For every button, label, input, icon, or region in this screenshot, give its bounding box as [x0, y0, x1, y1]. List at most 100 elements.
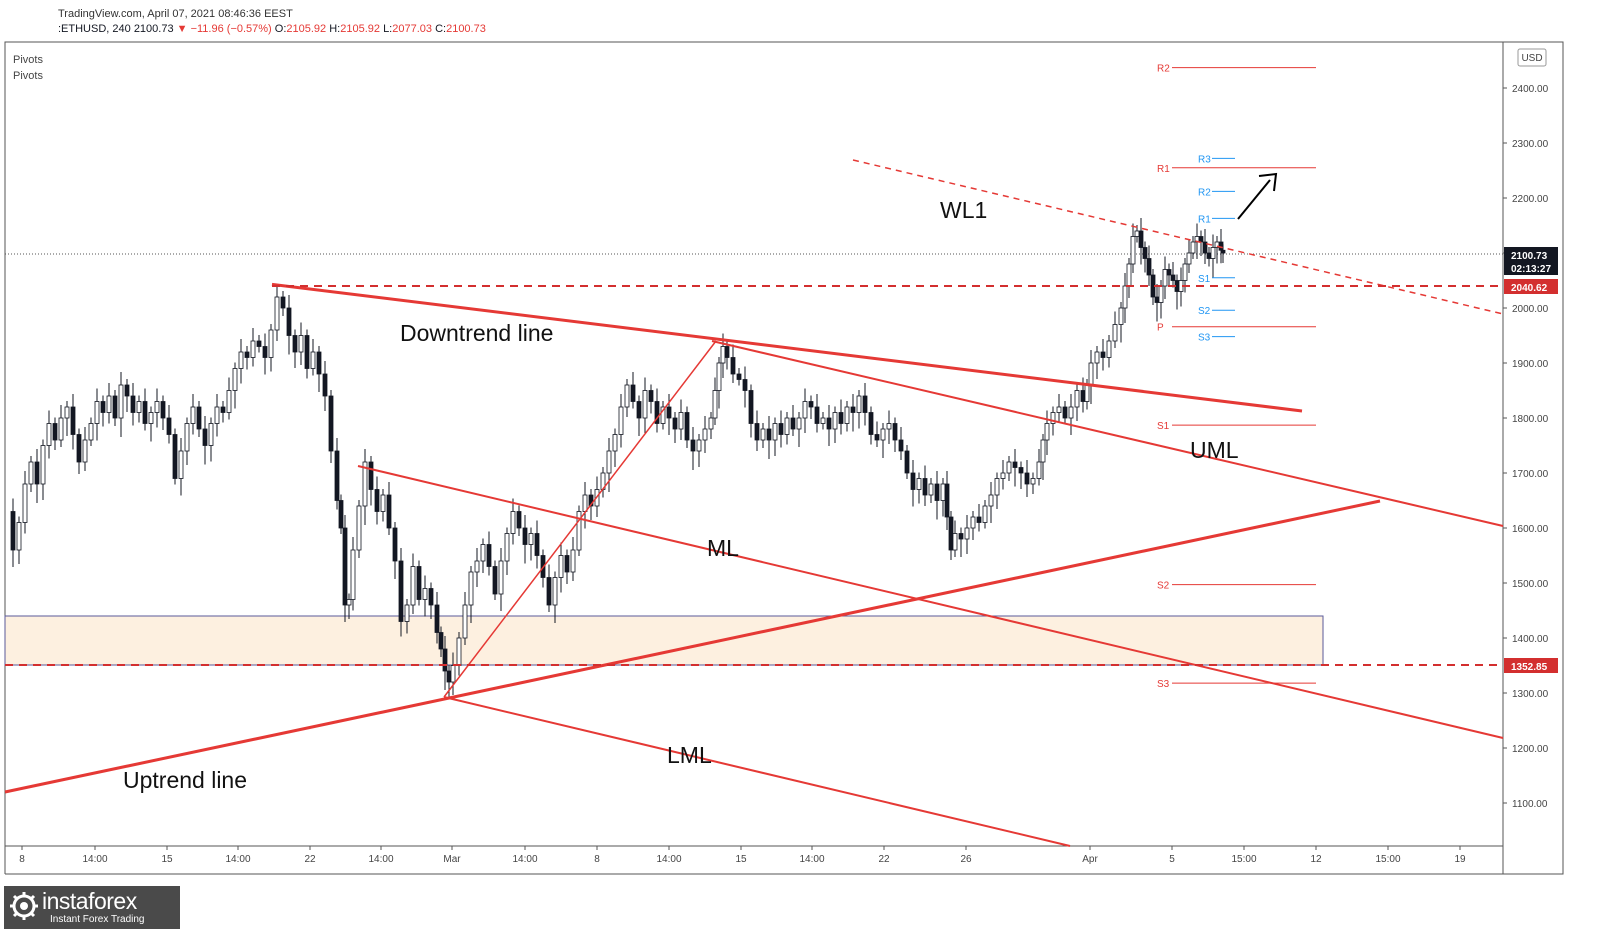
candle-body: [1062, 406, 1068, 419]
candle-body: [88, 423, 94, 441]
resistance-badge: [1504, 279, 1558, 294]
candle-body: [280, 296, 286, 309]
demand-zone: [4, 615, 1324, 666]
candle-body: [94, 401, 100, 424]
candle-body: [106, 395, 112, 413]
wl1-line: [852, 159, 1504, 315]
candle-body: [760, 428, 766, 441]
candle-body: [552, 577, 558, 606]
x-tick-label: 8: [19, 854, 25, 865]
candle-body: [368, 461, 374, 490]
downtrend-line: [271, 282, 1303, 413]
candle-body: [118, 384, 124, 419]
candle-body: [1198, 236, 1204, 243]
currency-box[interactable]: [1517, 48, 1547, 67]
candle-body: [462, 604, 468, 639]
candle-body: [1000, 472, 1006, 479]
candle-body: [1074, 390, 1080, 408]
candle-body: [636, 401, 642, 419]
candle-body: [178, 450, 184, 479]
candle-body: [136, 401, 142, 413]
candle-body: [232, 368, 238, 391]
candle-body: [456, 637, 462, 666]
open-label: O:: [274, 23, 287, 35]
candle-body: [1094, 351, 1100, 364]
x-tick-label: 15:00: [1231, 854, 1256, 865]
candle-body: [716, 362, 722, 391]
candle-body: [208, 423, 214, 446]
y-tick-label: 1100.00: [1512, 799, 1548, 810]
candle-body: [1036, 461, 1042, 479]
candle-body: [802, 401, 808, 419]
indicator-label[interactable]: Pivots: [13, 54, 43, 66]
x-tick-label: 14:00: [799, 854, 824, 865]
candle-body: [380, 494, 386, 512]
candle-body: [22, 483, 28, 523]
candle-body: [76, 434, 82, 463]
logo-name: instaforex: [42, 888, 137, 914]
candle-body: [730, 357, 736, 375]
pivot-level-label: R2: [1198, 187, 1211, 198]
candle-body: [1030, 478, 1036, 485]
symbol-label[interactable]: :ETHUSD, 240: [58, 23, 131, 35]
candle-body: [268, 329, 274, 358]
candle-body: [952, 533, 958, 551]
candle-body: [754, 423, 760, 441]
candle-body: [1186, 252, 1192, 265]
candle-body: [428, 588, 434, 606]
candle-body: [1146, 258, 1152, 276]
x-tick-label: 14:00: [82, 854, 107, 865]
candle-body: [468, 571, 474, 606]
candle-body: [1112, 324, 1118, 342]
indicator-label[interactable]: Pivots: [13, 70, 43, 82]
candle-body: [492, 566, 498, 595]
candle-body: [262, 346, 268, 358]
candle-body: [874, 434, 880, 441]
candle-body: [1100, 351, 1106, 358]
y-tick-label: 1600.00: [1512, 524, 1549, 535]
candle-body: [708, 417, 714, 430]
candle-body: [684, 412, 690, 441]
candle-body: [292, 335, 298, 353]
candle-body: [474, 560, 480, 573]
candle-body: [898, 439, 904, 452]
y-tick-label: 1900.00: [1512, 359, 1549, 370]
candle-body: [582, 494, 588, 512]
candle-body: [724, 346, 730, 358]
candle-body: [346, 599, 352, 606]
candle-body: [1050, 412, 1056, 424]
x-tick-label: 12: [1310, 854, 1322, 865]
candle-body: [1122, 285, 1128, 309]
candle-body: [826, 417, 832, 430]
candle-body: [850, 406, 856, 413]
candle-body: [736, 373, 742, 380]
candle-body: [844, 406, 850, 424]
ml-line: [357, 465, 1504, 739]
y-tick-label: 2200.00: [1512, 194, 1549, 205]
pivot-level-label: R1: [1198, 214, 1211, 225]
candle-body: [82, 439, 88, 463]
candle-body: [274, 296, 280, 331]
candle-body: [350, 549, 356, 600]
candle-body: [52, 423, 58, 441]
y-tick-label: 2300.00: [1512, 139, 1549, 150]
candle-body: [392, 527, 398, 562]
candle-body: [416, 566, 422, 600]
x-tick-label: Apr: [1082, 854, 1098, 865]
candle-body: [1166, 269, 1172, 276]
candle-body: [28, 461, 34, 485]
y-tick-label: 1300.00: [1512, 689, 1549, 700]
candle-body: [922, 478, 928, 496]
close-value: 2100.73: [446, 23, 486, 35]
annotation-label: Downtrend line: [400, 320, 553, 346]
candle-body: [958, 533, 964, 540]
x-tick-label: 22: [878, 854, 890, 865]
candle-body: [772, 423, 778, 441]
candle-body: [784, 417, 790, 435]
candle-body: [480, 544, 486, 562]
candle-body: [1088, 362, 1094, 386]
x-tick-label: 5: [1169, 854, 1175, 865]
gear-globe-icon: [10, 892, 38, 920]
candle-body: [678, 412, 684, 430]
